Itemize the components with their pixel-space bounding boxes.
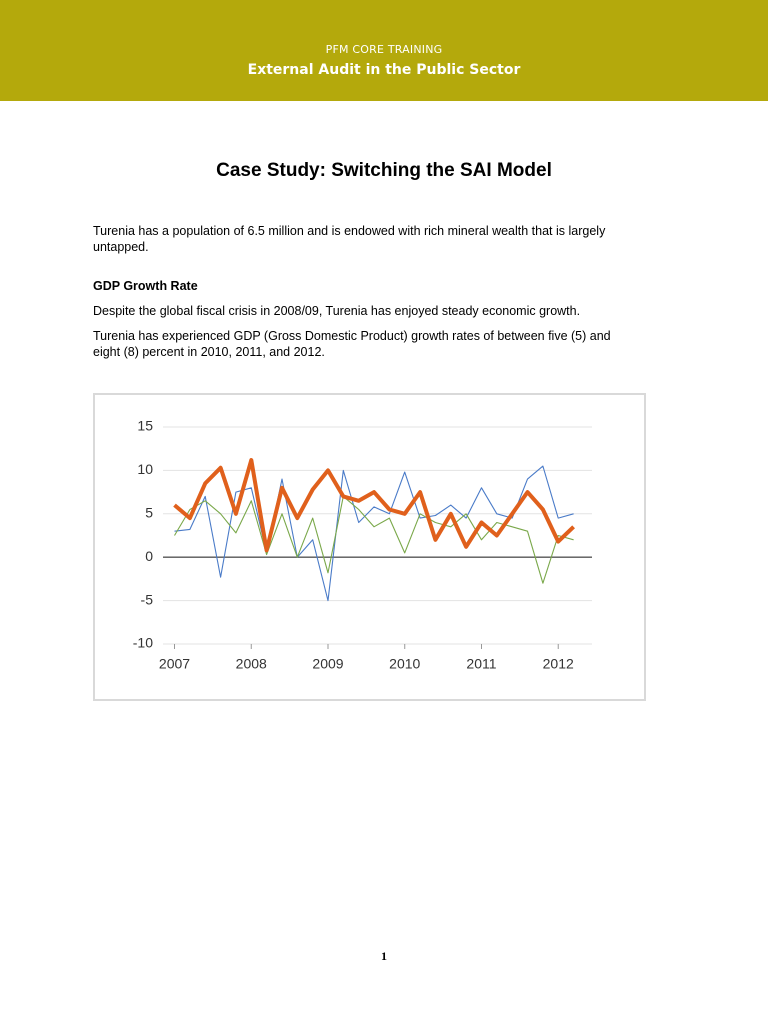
page-number: 1 xyxy=(381,949,387,963)
y-tick-label: 0 xyxy=(145,548,153,564)
paragraph: Despite the global fiscal crisis in 2008… xyxy=(93,304,581,318)
section-heading: GDP Growth Rate xyxy=(93,279,198,293)
data-line xyxy=(174,465,574,602)
document-title: Case Study: Switching the SAI Model xyxy=(216,160,552,181)
x-tick-label: 2012 xyxy=(543,656,574,672)
chart-frame: -10 -5 0 5 10 15 2007 2008 2009 2010 2011 2012 xyxy=(93,393,646,701)
data-line xyxy=(173,458,575,553)
y-tick-label: 10 xyxy=(137,461,153,477)
y-tick-label: -10 xyxy=(133,635,153,651)
x-tick-label: 2011 xyxy=(466,656,496,672)
data-line xyxy=(174,495,574,584)
x-tick-label: 2007 xyxy=(159,656,190,672)
header-title: External Audit in the Public Sector xyxy=(247,62,521,78)
x-tick-label: 2010 xyxy=(389,656,420,672)
y-tick-label: -5 xyxy=(141,591,154,607)
intro-paragraph: Turenia has a population of 6.5 million … xyxy=(93,224,606,254)
x-tick-label: 2009 xyxy=(312,656,343,672)
x-tick-label: 2008 xyxy=(236,656,267,672)
paragraph: Turenia has experienced GDP (Gross Domes… xyxy=(93,329,611,359)
header-band: PFM CORE TRAINING External Audit in the … xyxy=(0,0,768,101)
y-tick-label: 15 xyxy=(137,418,153,434)
header-subtitle: PFM CORE TRAINING xyxy=(325,43,443,56)
y-tick-label: 5 xyxy=(145,505,153,521)
chart: -10 -5 0 5 10 15 2007 2008 2009 2010 2011 2012 xyxy=(133,418,592,672)
